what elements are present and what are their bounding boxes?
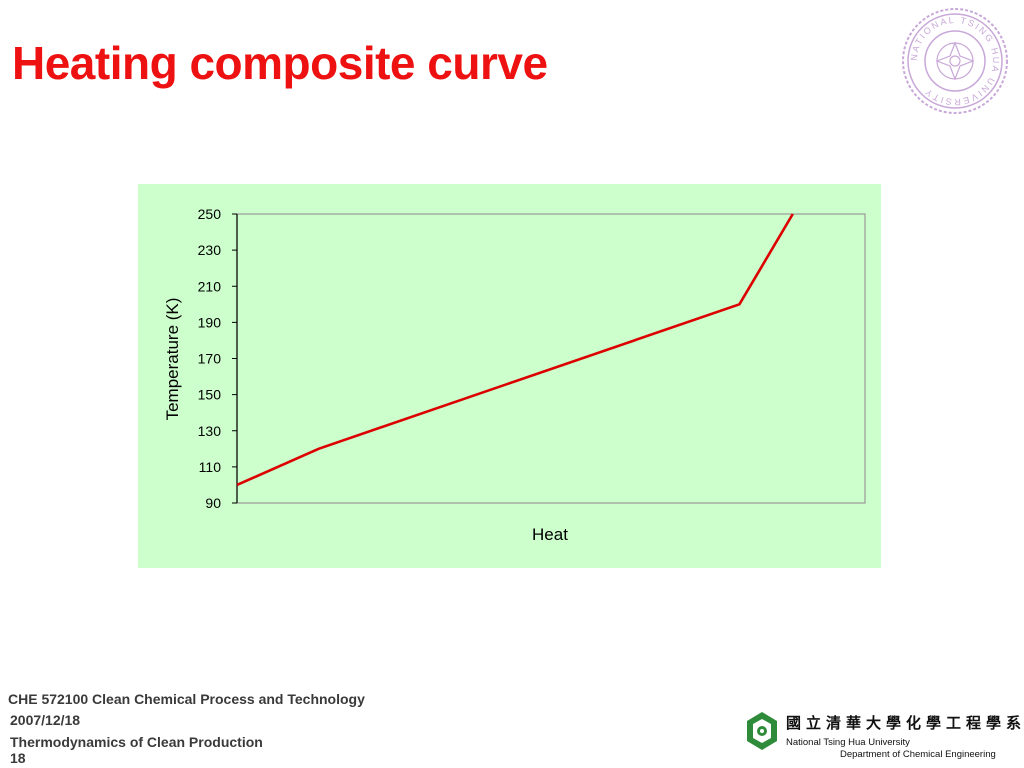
footer-topic: Thermodynamics of Clean Production [10, 734, 263, 750]
department-chinese-name: 國立清華大學化學工程學系 [786, 715, 1024, 732]
y-tick-label: 250 [198, 206, 222, 222]
y-ticks: 90 110 130 150 170 190 210 230 250 [198, 206, 237, 511]
department-name: Department of Chemical Engineering [840, 749, 996, 760]
y-tick-label: 130 [198, 423, 222, 439]
y-tick-label: 230 [198, 242, 222, 258]
y-tick-label: 210 [198, 278, 222, 294]
chart-background [138, 184, 881, 568]
heating-composite-chart: 90 110 130 150 170 190 210 230 250 Temperature (… [138, 184, 881, 568]
slide-title: Heating composite curve [12, 37, 548, 89]
university-name: National Tsing Hua University [786, 737, 910, 748]
y-tick-label: 150 [198, 387, 222, 403]
y-axis-label: Temperature (K) [163, 298, 182, 421]
department-logo-icon [747, 712, 777, 750]
department-block: 國立清華大學化學工程學系 National Tsing Hua Universi… [786, 712, 1024, 760]
footer-page-number: 18 [10, 750, 26, 766]
university-seal-icon: NATIONAL TSING HUA UNIVERSITY [902, 8, 1008, 114]
svg-text:NATIONAL TSING HUA UNIVERSITY: NATIONAL TSING HUA UNIVERSITY [909, 15, 1001, 107]
footer-course: CHE 572100 Clean Chemical Process and Te… [8, 691, 365, 707]
y-tick-label: 170 [198, 351, 222, 367]
y-tick-label: 190 [198, 314, 222, 330]
temperature-curve [236, 213, 794, 487]
footer-date: 2007/12/18 [10, 712, 81, 728]
x-axis-label: Heat [532, 525, 568, 544]
seal-text: NATIONAL TSING HUA UNIVERSITY [909, 15, 999, 107]
y-tick-label: 110 [199, 459, 222, 475]
y-tick-label: 90 [205, 495, 221, 511]
